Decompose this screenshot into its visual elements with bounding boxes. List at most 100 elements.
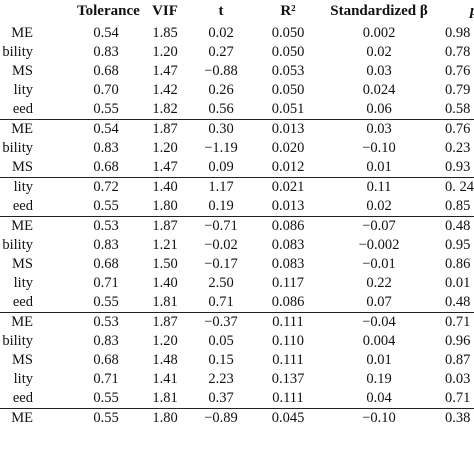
variable-cell: ME: [11, 121, 33, 137]
variable-cell: lity: [13, 82, 33, 98]
t-cell: 0.19: [208, 198, 234, 214]
table-row: MS 0.68 1.48 0.15 0.111 0.01 0.87: [0, 351, 474, 370]
t-cell: 0.27: [208, 44, 234, 60]
r-squared-cell: 0.111: [272, 314, 304, 330]
t-cell: −0.02: [204, 237, 238, 253]
t-cell: 1.17: [208, 179, 234, 195]
variable-cell: MS: [12, 159, 33, 175]
r-squared-cell: 0.012: [271, 159, 305, 175]
tolerance-cell: 0.55: [93, 410, 119, 426]
p-cell: 0.58: [445, 101, 471, 117]
vif-cell: 1.20: [152, 44, 178, 60]
tolerance-cell: 0.55: [93, 198, 119, 214]
vif-cell: 1.20: [152, 333, 178, 349]
vif-cell: 1.21: [152, 237, 178, 253]
variable-cell: MS: [12, 256, 33, 272]
p-cell: 0.03: [445, 371, 471, 387]
beta-cell: −0.07: [362, 218, 396, 234]
p-cell: 0.71: [445, 390, 471, 406]
tolerance-cell: 0.68: [93, 256, 119, 272]
vif-cell: 1.82: [152, 101, 178, 117]
t-cell: 0.02: [208, 25, 234, 41]
p-cell: 0.79: [445, 82, 471, 98]
table-row: MS 0.68 1.50 −0.17 0.083 −0.01 0.86: [0, 255, 474, 274]
table-row: eed 0.55 1.81 0.37 0.111 0.04 0.71: [0, 389, 474, 408]
t-cell: −0.71: [204, 218, 238, 234]
variable-cell: bility: [2, 333, 33, 349]
table-row: bility 0.83 1.20 0.05 0.110 0.004 0.96: [0, 332, 474, 351]
beta-cell: −0.04: [362, 314, 396, 330]
vif-cell: 1.87: [152, 121, 178, 137]
table-body: ME 0.54 1.85 0.02 0.050 0.002 0.98 bility 0.83 1.…: [0, 24, 474, 428]
beta-cell: −0.01: [362, 256, 396, 272]
table-row: bility 0.83 1.20 0.27 0.050 0.02 0.78: [0, 43, 474, 62]
tolerance-cell: 0.53: [93, 218, 119, 234]
p-cell: 0.85: [445, 198, 471, 214]
tolerance-cell: 0.68: [93, 352, 119, 368]
variable-cell: MS: [12, 352, 33, 368]
beta-cell: 0.04: [366, 390, 392, 406]
tolerance-cell: 0.55: [93, 390, 119, 406]
tolerance-cell: 0.55: [93, 101, 119, 117]
table-row: lity 0.71 1.40 2.50 0.117 0.22 0.01: [0, 274, 474, 293]
beta-cell: 0.06: [366, 101, 392, 117]
tolerance-cell: 0.71: [93, 371, 119, 387]
t-cell: −0.17: [204, 256, 238, 272]
r-squared-cell: 0.117: [271, 275, 305, 291]
vif-cell: 1.80: [152, 410, 178, 426]
p-cell: 0.76: [445, 121, 471, 137]
r-squared-cell: 0.021: [271, 179, 305, 195]
table-row: MS 0.68 1.47 0.09 0.012 0.01 0.93: [0, 158, 474, 177]
table-row: eed 0.55 1.82 0.56 0.051 0.06 0.58: [0, 100, 474, 119]
variable-cell: ME: [11, 218, 33, 234]
tolerance-cell: 0.54: [93, 25, 119, 41]
vif-cell: 1.40: [152, 275, 178, 291]
r-squared-cell: 0.086: [271, 294, 305, 310]
tolerance-cell: 0.83: [93, 44, 119, 60]
table-row: ME 0.53 1.87 −0.37 0.111 −0.04 0.71: [0, 312, 474, 332]
p-cell: 0.38: [445, 410, 471, 426]
header-vif: VIF: [152, 3, 178, 19]
t-cell: −1.19: [204, 140, 238, 156]
r-squared-cell: 0.051: [271, 101, 305, 117]
r-squared-cell: 0.013: [271, 121, 305, 137]
r-squared-cell: 0.050: [271, 82, 305, 98]
vif-cell: 1.47: [152, 63, 178, 79]
header-p: p: [440, 0, 474, 22]
beta-cell: 0.02: [366, 44, 392, 60]
tolerance-cell: 0.72: [93, 179, 119, 195]
header-standardized-beta: Standardized β: [330, 3, 428, 19]
r-squared-cell: 0.137: [271, 371, 305, 387]
vif-cell: 1.81: [152, 294, 178, 310]
vif-cell: 1.87: [152, 218, 178, 234]
header-t: t: [218, 3, 224, 19]
beta-cell: 0.03: [366, 121, 392, 137]
vif-cell: 1.81: [152, 390, 178, 406]
table-row: ME 0.54 1.85 0.02 0.050 0.002 0.98: [0, 24, 474, 43]
variable-cell: eed: [12, 101, 33, 117]
table-row: bility 0.83 1.20 −1.19 0.020 −0.10 0.23: [0, 139, 474, 158]
r-squared-cell: 0.083: [271, 237, 305, 253]
p-cell: 0.48: [445, 294, 471, 310]
beta-cell: 0.01: [366, 352, 392, 368]
vif-cell: 1.80: [152, 198, 178, 214]
t-cell: 0.71: [208, 294, 234, 310]
r-squared-cell: 0.050: [271, 44, 305, 60]
tolerance-cell: 0.83: [93, 237, 119, 253]
t-cell: −0.37: [204, 314, 238, 330]
t-cell: 0.30: [208, 121, 234, 137]
variable-cell: bility: [2, 44, 33, 60]
variable-cell: ME: [11, 410, 33, 426]
variable-cell: eed: [12, 390, 33, 406]
variable-cell: eed: [12, 198, 33, 214]
p-cell: 0.95: [445, 237, 471, 253]
tolerance-cell: 0.55: [93, 294, 119, 310]
table-row: MS 0.68 1.47 −0.88 0.053 0.03 0.76: [0, 62, 474, 81]
t-cell: 0.26: [208, 82, 234, 98]
variable-cell: MS: [12, 63, 33, 79]
t-cell: −0.88: [204, 63, 238, 79]
vif-cell: 1.41: [152, 371, 178, 387]
table-header: Tolerance VIF t R² Standardized β p: [0, 0, 474, 24]
t-cell: 2.50: [208, 275, 234, 291]
r-squared-cell: 0.111: [272, 390, 304, 406]
